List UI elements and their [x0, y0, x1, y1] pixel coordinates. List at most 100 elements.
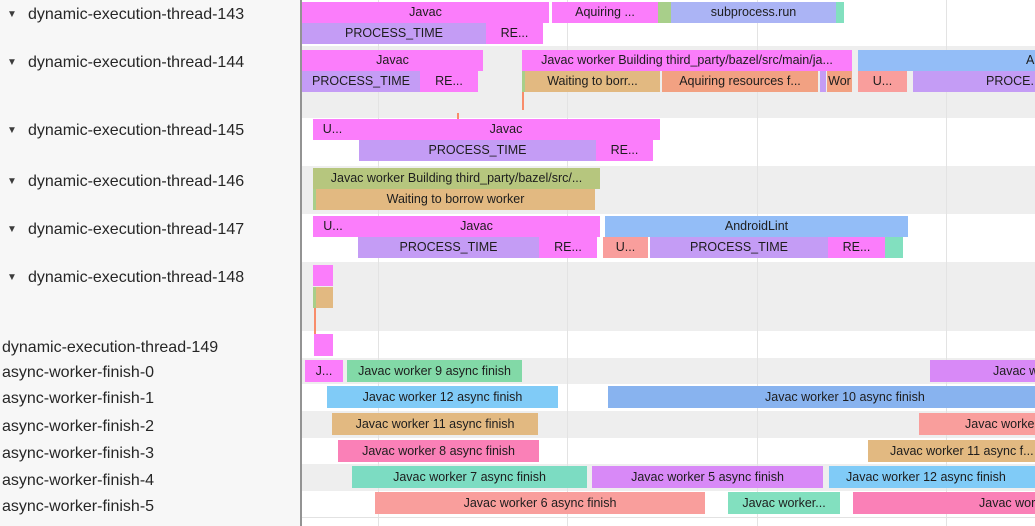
trace-slice[interactable]: Javac [353, 216, 600, 237]
trace-slice[interactable] [885, 237, 903, 258]
gridline [757, 0, 758, 526]
flow-marker [457, 113, 459, 119]
track-label-async-worker-finish-3[interactable]: async-worker-finish-3 [0, 444, 300, 463]
trace-slice[interactable]: Javac w... [930, 360, 1035, 382]
trace-slice[interactable]: Javac worker 11 async f... [868, 440, 1035, 462]
trace-slice[interactable]: PROCESS_TIME [302, 23, 486, 44]
trace-slice[interactable] [313, 287, 317, 308]
flow-marker [314, 330, 316, 334]
trace-slice[interactable]: Javac worker 12 async finish [327, 386, 558, 408]
trace-slice[interactable]: RE... [596, 140, 653, 161]
trace-slice[interactable]: Javac [302, 50, 483, 71]
track-label-async-worker-finish-4[interactable]: async-worker-finish-4 [0, 471, 300, 490]
track-label-async-worker-finish-0[interactable]: async-worker-finish-0 [0, 363, 300, 382]
trace-slice[interactable]: U... [313, 119, 352, 140]
trace-slice[interactable]: Javac worker Building third_party/bazel/… [313, 168, 600, 189]
trace-slice[interactable]: PROCESS_TIME [302, 71, 420, 92]
track-name: dynamic-execution-thread-149 [2, 338, 219, 356]
track-name: async-worker-finish-1 [2, 389, 155, 407]
gridline [378, 0, 379, 526]
trace-slice[interactable]: Javac worker 10 async finish [608, 386, 1035, 408]
trace-slice[interactable]: Javac worker 8 asyn... [853, 492, 1035, 514]
track-background [301, 331, 1035, 358]
track-label-dynamic-execution-thread-149[interactable]: dynamic-execution-thread-149 [0, 338, 300, 357]
trace-slice[interactable] [313, 189, 317, 210]
trace-slice[interactable]: Aquiring ... [552, 2, 658, 23]
trace-slice[interactable]: RE... [539, 237, 597, 258]
gridline [567, 0, 568, 526]
trace-slice[interactable]: Javac worker 9 async finish [347, 360, 522, 382]
trace-slice[interactable]: Javac [352, 119, 660, 140]
trace-slice[interactable] [658, 2, 671, 23]
trace-slice[interactable]: U... [603, 237, 648, 258]
track-name: dynamic-execution-thread-146 [28, 172, 245, 190]
trace-slice[interactable]: A... [858, 50, 1035, 71]
trace-slice[interactable] [313, 265, 333, 286]
trace-slice[interactable]: U... [313, 216, 353, 237]
track-divider [301, 517, 1035, 518]
track-label-dynamic-execution-thread-145[interactable]: ▼ dynamic-execution-thread-145 [0, 121, 300, 140]
trace-slice[interactable]: Javac [302, 2, 549, 23]
track-name: async-worker-finish-4 [2, 471, 155, 489]
trace-slice[interactable]: PROCE... [913, 71, 1035, 92]
trace-slice[interactable]: PROCESS_TIME [650, 237, 828, 258]
trace-slice[interactable]: Wor [827, 71, 852, 92]
trace-slice[interactable]: Waiting to borr... [525, 71, 660, 92]
trace-slice[interactable]: Javac worker 8 async finish [338, 440, 539, 462]
track-label-async-worker-finish-1[interactable]: async-worker-finish-1 [0, 389, 300, 408]
track-label-dynamic-execution-thread-147[interactable]: ▼ dynamic-execution-thread-147 [0, 220, 300, 239]
track-name: async-worker-finish-2 [2, 417, 155, 435]
track-name: dynamic-execution-thread-148 [28, 268, 245, 286]
collapse-arrow-icon[interactable]: ▼ [7, 272, 17, 283]
track-name: dynamic-execution-thread-147 [28, 220, 245, 238]
trace-slice[interactable]: Javac worker 5 async finish [592, 466, 823, 488]
trace-slice[interactable]: RE... [828, 237, 885, 258]
track-label-async-worker-finish-5[interactable]: async-worker-finish-5 [0, 497, 300, 516]
trace-slice[interactable]: U... [858, 71, 907, 92]
trace-slice[interactable] [314, 334, 333, 356]
trace-slice[interactable] [316, 287, 333, 308]
trace-slice[interactable] [820, 71, 826, 92]
trace-slice[interactable]: Javac worker 12 async finish [829, 466, 1035, 488]
flow-marker [314, 308, 316, 330]
trace-slice[interactable]: AndroidLint [605, 216, 908, 237]
track-label-async-worker-finish-2[interactable]: async-worker-finish-2 [0, 417, 300, 436]
track-label-dynamic-execution-thread-144[interactable]: ▼ dynamic-execution-thread-144 [0, 53, 300, 72]
track-label-dynamic-execution-thread-148[interactable]: ▼ dynamic-execution-thread-148 [0, 268, 300, 287]
trace-slice[interactable]: Javac worker... [728, 492, 840, 514]
track-sidebar: ▼ dynamic-execution-thread-143 ▼ dynamic-ex… [0, 0, 302, 526]
trace-slice[interactable]: PROCESS_TIME [359, 140, 596, 161]
gridline [946, 0, 947, 526]
trace-slice[interactable] [836, 2, 844, 23]
trace-slice[interactable]: Javac worker 6 async finish [375, 492, 705, 514]
track-label-dynamic-execution-thread-146[interactable]: ▼ dynamic-execution-thread-146 [0, 172, 300, 191]
track-background [301, 517, 1035, 526]
trace-slice[interactable] [522, 71, 526, 92]
trace-slice[interactable]: subprocess.run [671, 2, 836, 23]
trace-slice[interactable]: Javac worker 7 async finish [352, 466, 587, 488]
trace-slice[interactable]: Javac worke... [919, 413, 1035, 435]
trace-slice[interactable]: RE... [486, 23, 543, 44]
track-name: dynamic-execution-thread-145 [28, 121, 245, 139]
trace-slice[interactable]: Javac worker Building third_party/bazel/… [522, 50, 852, 71]
flow-marker [522, 92, 524, 110]
trace-slice[interactable]: J... [305, 360, 343, 382]
trace-slice[interactable]: Javac worker 11 async finish [332, 413, 538, 435]
track-background [301, 262, 1035, 331]
collapse-arrow-icon[interactable]: ▼ [7, 9, 17, 20]
track-name: async-worker-finish-5 [2, 497, 155, 515]
collapse-arrow-icon[interactable]: ▼ [7, 176, 17, 187]
trace-slice[interactable]: Waiting to borrow worker [316, 189, 595, 210]
trace-slice[interactable]: Aquiring resources f... [662, 71, 818, 92]
track-name: dynamic-execution-thread-144 [28, 53, 245, 71]
collapse-arrow-icon[interactable]: ▼ [7, 224, 17, 235]
collapse-arrow-icon[interactable]: ▼ [7, 125, 17, 136]
track-name: async-worker-finish-0 [2, 363, 155, 381]
track-name: dynamic-execution-thread-143 [28, 5, 245, 23]
track-name: async-worker-finish-3 [2, 444, 155, 462]
track-label-dynamic-execution-thread-143[interactable]: ▼ dynamic-execution-thread-143 [0, 5, 300, 24]
trace-slice[interactable]: PROCESS_TIME [358, 237, 539, 258]
collapse-arrow-icon[interactable]: ▼ [7, 57, 17, 68]
trace-slice[interactable]: RE... [420, 71, 478, 92]
